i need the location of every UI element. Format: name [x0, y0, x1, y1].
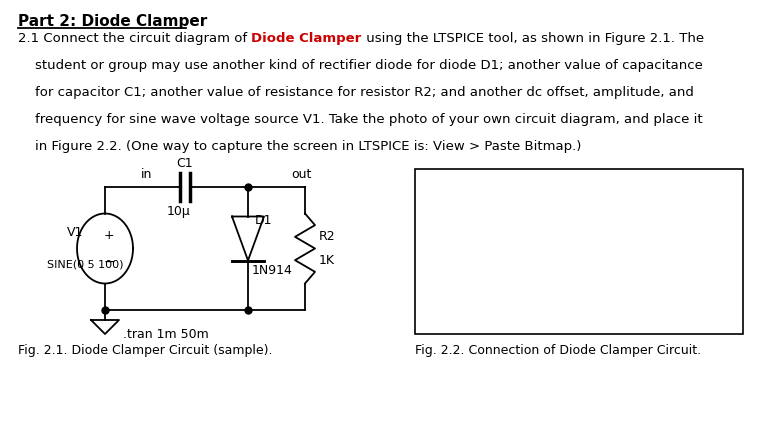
- Text: Part 2: Diode Clamper: Part 2: Diode Clamper: [18, 14, 207, 29]
- Text: .tran 1m 50m: .tran 1m 50m: [123, 328, 209, 341]
- Text: SINE(0 5 100): SINE(0 5 100): [47, 260, 124, 270]
- Bar: [415, 169, 743, 334]
- Text: student or group may use another kind of rectifier diode for diode D1; another v: student or group may use another kind of…: [18, 59, 703, 72]
- Text: frequency for sine wave voltage source V1. Take the photo of your own circuit di: frequency for sine wave voltage source V…: [18, 113, 703, 126]
- Text: 10μ: 10μ: [167, 205, 191, 218]
- Text: using the LTSPICE tool, as shown in Figure 2.1. The: using the LTSPICE tool, as shown in Figu…: [361, 32, 704, 45]
- Text: 2.1 Connect the circuit diagram of: 2.1 Connect the circuit diagram of: [18, 32, 251, 45]
- Text: Diode Clamper: Diode Clamper: [251, 32, 361, 45]
- Text: D1: D1: [255, 214, 272, 227]
- Text: out: out: [291, 168, 311, 181]
- Text: for capacitor C1; another value of resistance for resistor R2; and another dc of: for capacitor C1; another value of resis…: [18, 86, 694, 99]
- Text: Fig. 2.1. Diode Clamper Circuit (sample).: Fig. 2.1. Diode Clamper Circuit (sample)…: [18, 344, 272, 357]
- Text: +: +: [104, 229, 115, 242]
- Text: in Figure 2.2. (One way to capture the screen in LTSPICE is: View > Paste Bitmap: in Figure 2.2. (One way to capture the s…: [18, 140, 581, 153]
- Text: Fig. 2.2. Connection of Diode Clamper Circuit.: Fig. 2.2. Connection of Diode Clamper Ci…: [415, 344, 701, 357]
- Text: 1K: 1K: [319, 254, 335, 267]
- Text: C1: C1: [177, 157, 194, 170]
- Text: R2: R2: [319, 230, 335, 243]
- Text: 1N914: 1N914: [252, 265, 293, 278]
- Text: V1: V1: [67, 226, 83, 239]
- Text: −: −: [103, 254, 115, 268]
- Text: in: in: [141, 168, 153, 181]
